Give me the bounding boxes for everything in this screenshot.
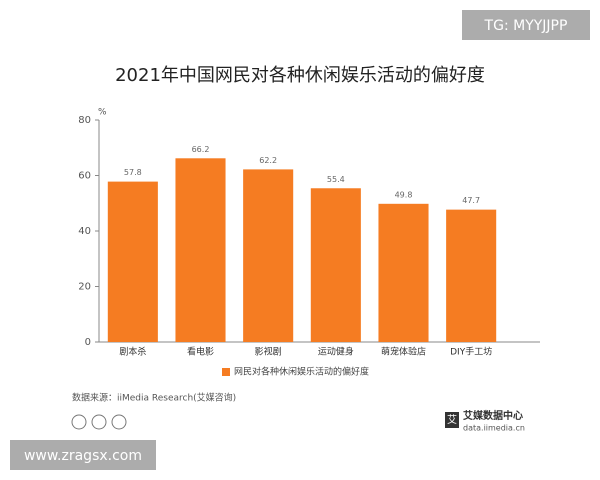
logo-icon (445, 412, 459, 428)
bar (175, 158, 226, 342)
value-label: 57.8 (124, 168, 142, 177)
logo-name: 艾媒数据中心 (463, 409, 523, 422)
chart-title: 2021年中国网民对各种休闲娱乐活动的偏好度 (115, 65, 485, 86)
y-tick-label: 40 (78, 226, 91, 237)
x-tick-label: 影视剧 (255, 346, 282, 358)
site-box (10, 440, 156, 470)
site: www.zragsx.com (24, 448, 142, 464)
bar (446, 209, 497, 342)
value-label: 49.8 (395, 190, 413, 199)
logo-mark: 艾 (447, 414, 457, 426)
y-tick-label: 80 (78, 115, 91, 126)
legend-label: 网民对各种休闲娱乐活动的偏好度 (234, 366, 369, 378)
watermark-box (462, 10, 590, 40)
value-label: 55.4 (327, 175, 345, 184)
x-tick-label: 萌宠体验店 (381, 346, 426, 358)
y-tick-label: 60 (78, 171, 91, 182)
bar (107, 181, 158, 342)
legend-swatch (222, 368, 230, 376)
license-icons (71, 414, 127, 430)
value-label: 66.2 (192, 145, 210, 154)
logo-url: data.iimedia.cn (463, 424, 525, 433)
value-label: 47.7 (462, 196, 480, 205)
x-tick-label: DIY手工坊 (450, 346, 492, 358)
y-tick-label: 20 (78, 282, 91, 293)
x-tick-label: 看电影 (187, 346, 214, 358)
bar (243, 169, 294, 342)
bar (310, 188, 361, 342)
source: 数据来源：iiMedia Research(艾媒咨询) (72, 392, 236, 404)
y-tick-label: 0 (85, 337, 91, 348)
watermark: TG: MYYJJPP (484, 18, 568, 34)
value-label: 62.2 (259, 156, 277, 165)
x-tick-label: 运动健身 (318, 346, 354, 358)
bar (378, 203, 429, 342)
y-unit: % (98, 108, 107, 118)
x-tick-label: 剧本杀 (119, 346, 146, 358)
